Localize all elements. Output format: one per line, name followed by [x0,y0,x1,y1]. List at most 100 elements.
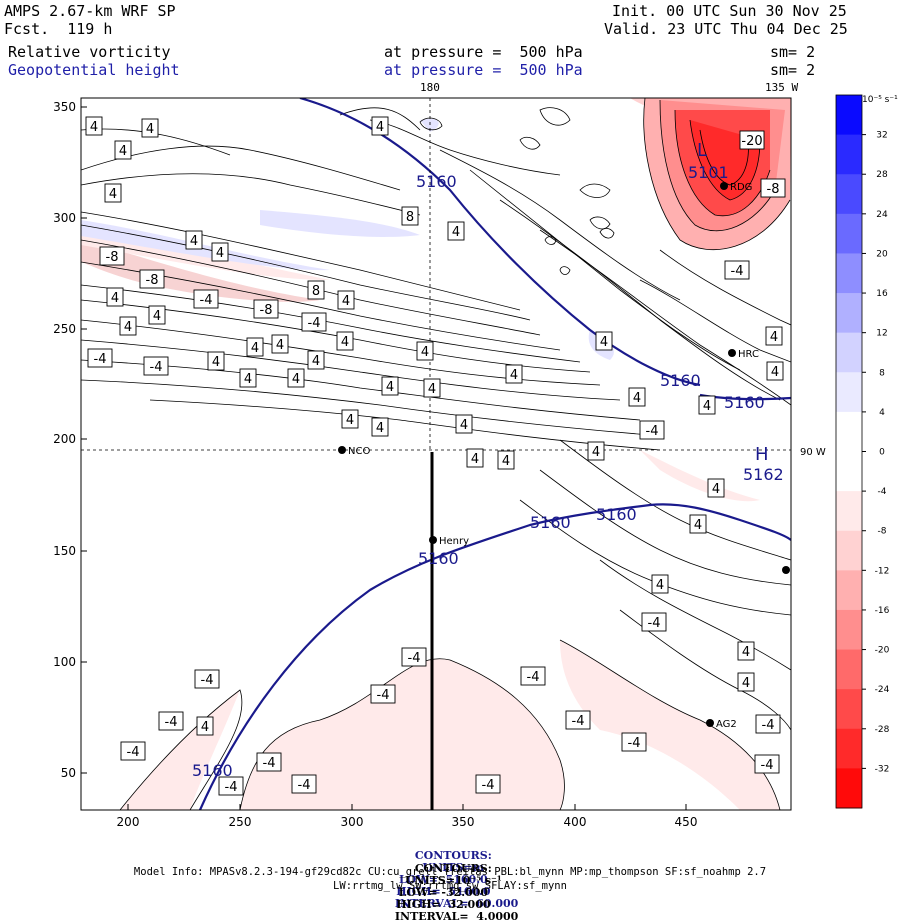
footer-low: LOW= -32.000 [398,886,489,899]
height-label: 5160 [660,371,701,390]
contour-label-box [193,289,219,309]
field1-level: at pressure = 500 hPa [384,43,583,61]
contour-label-box [724,260,750,280]
colorbar-tick-label: -32 [875,764,890,774]
field1-name: Relative vorticity [8,43,171,61]
colorbar-swatch [836,174,862,215]
contour-label-box [218,776,244,796]
station-marker [429,536,437,544]
contour-label: -4 [201,673,214,688]
colorbar-swatch [836,609,862,651]
contour-label: 4 [460,418,468,433]
map-frame [80,97,792,811]
footer-units: UNITS=m [422,861,485,874]
contour-label-box [185,230,203,250]
colorbar-swatch [836,728,862,769]
field2-name: Geopotential height [8,61,180,79]
footer-contours-label: CONTOURS: [414,862,492,875]
contour-label: 4 [656,578,664,593]
contour-label-box [466,448,484,468]
contour-label-box [106,287,124,307]
contour-label-box [196,716,214,736]
contour-label-box [595,331,613,351]
contour-label: 4 [276,338,284,353]
contour-label-box [520,666,546,686]
contour-label-box [371,116,389,136]
contour-label: -4 [761,758,774,773]
low-value: 5101 [688,163,729,182]
x-tick-label: 300 [341,815,364,829]
contour-label: 4 [600,335,608,350]
contour-label-box [737,672,755,692]
contour-label-box [423,378,441,398]
contour-label: 4 [510,368,518,383]
colorbar-swatch [836,253,862,294]
station-marker [338,446,346,454]
contour-label-box [739,130,765,150]
y-tick-label: 100 [53,655,76,669]
contour-label-box [401,647,427,667]
colorbar-tick-label: 24 [876,210,888,220]
contour-label: 4 [694,518,702,533]
shade-pos-west [81,220,330,271]
contour-label: -4 [263,756,276,771]
contour-label: -8 [106,250,119,265]
contour-label-box [211,242,229,262]
contour-label: 4 [216,246,224,261]
contour-label-box [765,326,783,346]
field2-smoothing: sm= 2 [770,61,816,79]
contour-label: 4 [153,309,161,324]
contour-label-box [141,118,159,138]
contour-label-box [370,684,396,704]
height-label: 5160 [416,172,457,191]
contour-label: -4 [648,616,661,631]
contour-label: 4 [346,413,354,428]
station-label: NCO [348,446,370,457]
x-tick-label: 200 [117,815,140,829]
contour-label: 4 [376,120,384,135]
model-info: Model Info: MPASv8.2.3-194-gf29cd82c CU:… [133,866,767,878]
x-tick-label: 450 [675,815,698,829]
colorbar-swatch [836,293,862,334]
contour-label: 4 [471,452,479,467]
footer-contours-label: CONTOURS: [414,849,492,862]
colorbar-tick-label: -24 [875,685,890,695]
contour-label-box [455,414,473,434]
station-marker [728,349,736,357]
colorbar-swatch [836,95,862,136]
contour-label-box [639,420,665,440]
contour-label-box [194,669,220,689]
contour-label: 4 [712,482,720,497]
y-tick-label: 150 [53,544,76,558]
colorbar-swatch [836,451,862,492]
colorbar-tick-label: -20 [875,646,890,656]
contour-label-box [307,350,325,370]
colorbar-tick-label: 28 [876,170,888,180]
contour-label-box [651,574,669,594]
contour-label: -4 [527,670,540,685]
contour-label: -4 [94,352,107,367]
contour-label-box [287,368,305,388]
contour-label-box [87,348,113,368]
colorbar-tick-label: -4 [878,487,887,497]
contour-label: -4 [225,780,238,795]
contour-label: -8 [260,303,273,318]
colorbar-tick-label: -16 [875,606,890,616]
contour-label-box [475,774,501,794]
station-marker [706,719,714,727]
contour-label: 4 [502,454,510,469]
colorbar-tick-label: 32 [876,131,887,141]
contour-label: -8 [767,182,780,197]
contour-label-box [371,417,389,437]
shade-neg-east [640,450,760,502]
contour-label-box [148,305,166,325]
contour-label: 4 [376,421,384,436]
station-marker [720,182,728,190]
contour-label: 4 [386,380,394,395]
colorbar-swatch [836,491,862,532]
colorbar-tick-label: 0 [879,448,885,458]
colorbar-swatch [836,213,862,254]
contour-label-box [447,221,465,241]
contour-label: -4 [482,778,495,793]
colorbar-tick-label: -12 [875,566,890,576]
